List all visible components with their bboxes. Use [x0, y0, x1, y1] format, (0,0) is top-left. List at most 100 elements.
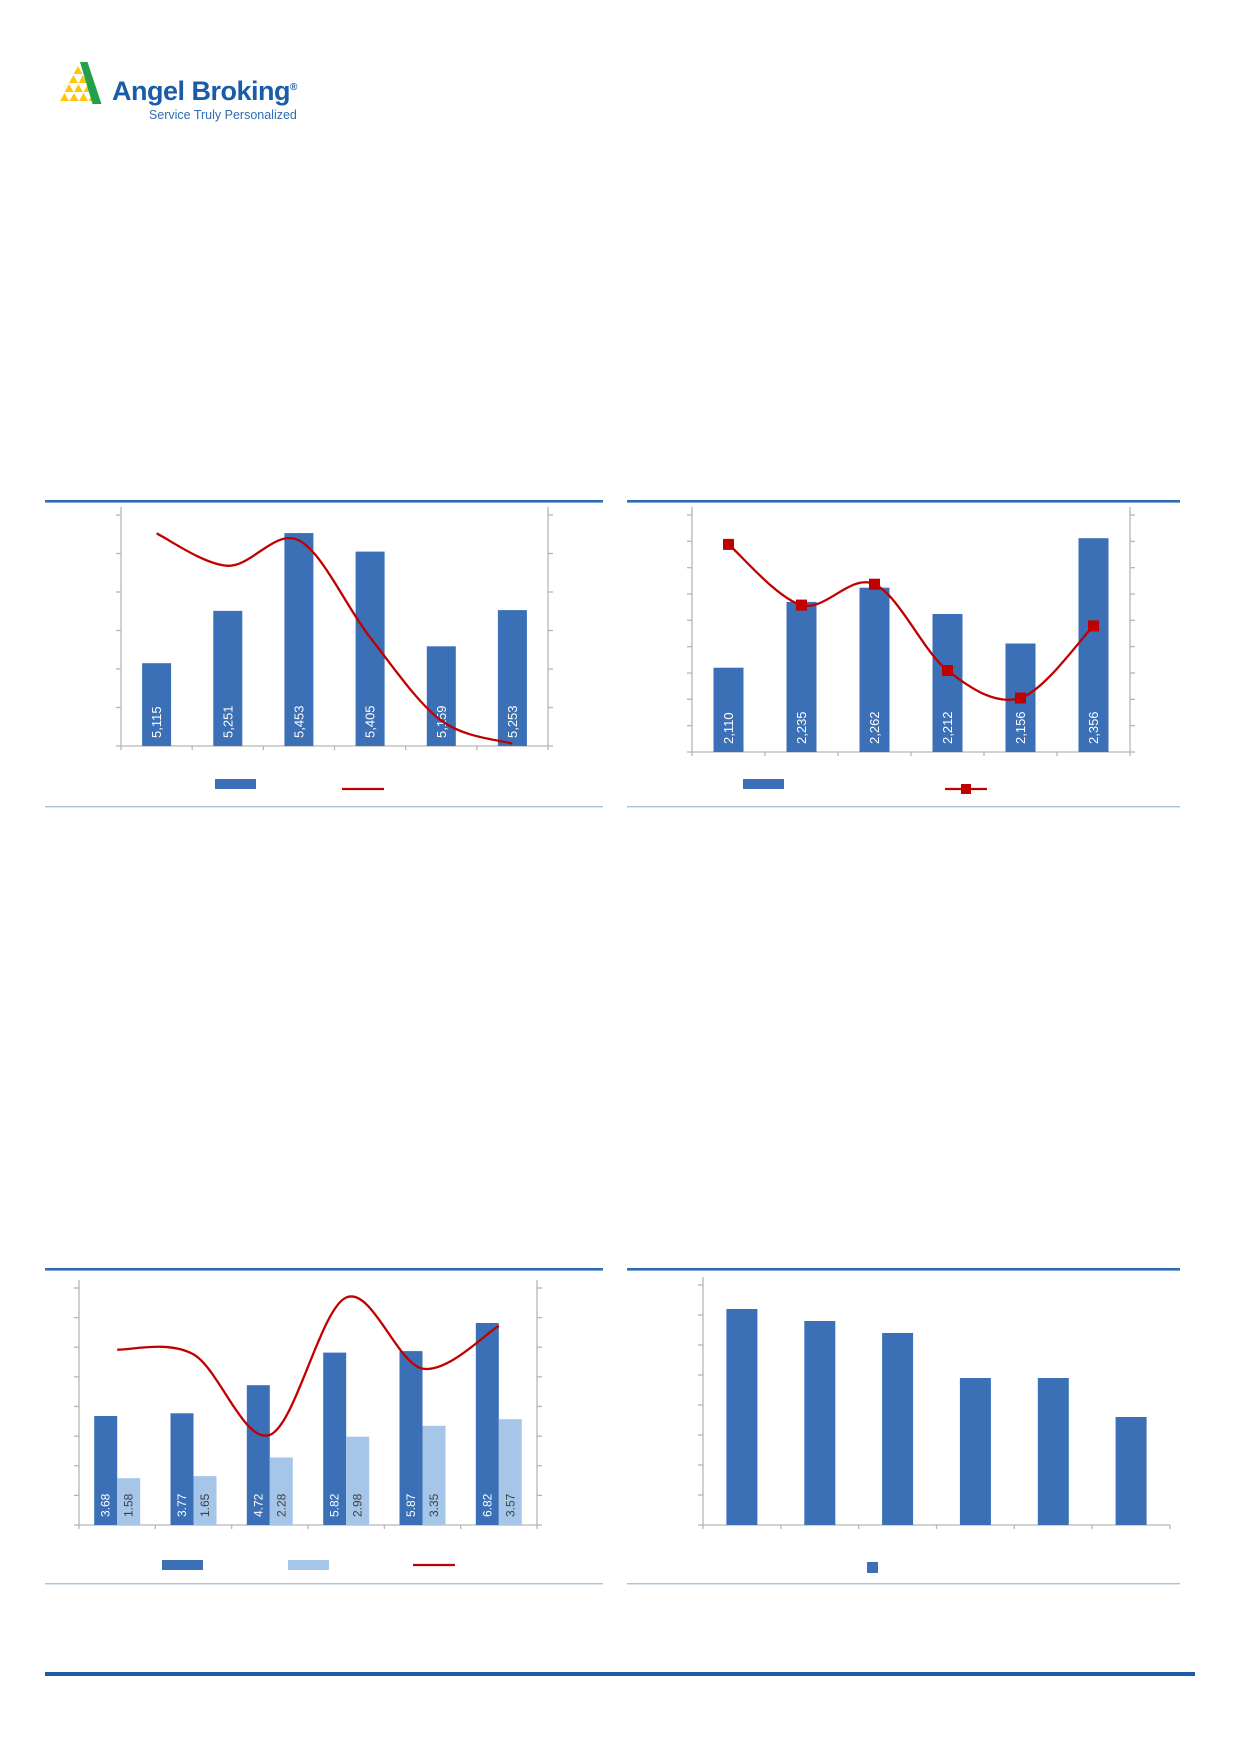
brand-tagline: Service Truly Personalized — [148, 108, 297, 122]
bar — [497, 610, 527, 746]
legend-bar-swatch — [288, 1560, 329, 1570]
bar-value-label: 5,115 — [149, 706, 164, 738]
bar — [346, 1436, 370, 1525]
bar — [959, 1378, 991, 1525]
bar-value-label: 3.57 — [503, 1493, 517, 1517]
section-top-rule — [627, 1268, 1180, 1271]
bar-value-label: 5,253 — [505, 705, 520, 738]
bar-value-label: 2,156 — [1013, 711, 1028, 744]
trend-line-path — [156, 532, 513, 745]
legend-bar-swatch — [162, 1560, 203, 1570]
trend-line-path — [117, 1295, 500, 1437]
bar-value-label: 4.72 — [251, 1493, 265, 1517]
bar — [142, 663, 172, 746]
bar-value-label: 5,251 — [220, 705, 235, 738]
bar-value-label: 3.77 — [175, 1493, 189, 1517]
bar-value-label: 2,212 — [940, 711, 955, 744]
legend-bar-swatch — [215, 779, 256, 789]
legend-marker-swatch — [961, 784, 971, 794]
bar-value-label: 2,262 — [867, 711, 882, 744]
legend-bar-swatch — [743, 779, 784, 789]
line-marker-square — [1088, 620, 1099, 632]
line-marker-square — [1015, 692, 1026, 704]
bar — [726, 1309, 758, 1525]
chart-top-left: 5,115 5,251 5,453 5,405 5,159 5,253 — [45, 500, 603, 808]
bar-value-label: 5,453 — [291, 705, 306, 738]
section-bottom-rule — [627, 1583, 1180, 1585]
line-marker-square — [796, 599, 807, 611]
angel-broking-logo-mark — [60, 62, 102, 104]
bar-value-label: 2,356 — [1086, 711, 1101, 744]
bar-series-primary-bars — [726, 1309, 1147, 1525]
section-top-rule — [45, 1268, 603, 1271]
section-top-rule — [627, 500, 1180, 503]
line-series-trend-line-markers — [723, 538, 1099, 704]
bar — [1037, 1378, 1069, 1525]
bar-value-label: 2,235 — [794, 711, 809, 744]
chart-legend — [867, 1562, 878, 1573]
section-bottom-rule — [627, 806, 1180, 808]
bar — [193, 1476, 217, 1525]
chart-legend — [215, 779, 384, 791]
footer-rule — [45, 1672, 1195, 1676]
angel-broking-logo: Angel Broking® Service Truly Personalize… — [54, 60, 297, 122]
bar — [323, 1352, 347, 1525]
trend-line-path — [727, 543, 1095, 701]
legend-bar-swatch — [867, 1562, 878, 1573]
bar — [117, 1478, 141, 1525]
section-bottom-rule — [45, 1583, 603, 1585]
chart-bottom-left: 3.68 3.77 4.72 5.82 5.87 6.82 1.58 1.65 2.28 2.98… — [45, 1268, 603, 1585]
bar — [426, 646, 456, 746]
bar-series-primary-bars: 5,115 5,251 5,453 5,405 5,159 5,253 — [142, 533, 527, 746]
bar-value-label: 3.68 — [99, 1493, 113, 1517]
brand-name: Angel Broking® — [112, 78, 297, 105]
bar — [859, 587, 890, 752]
bar — [399, 1351, 423, 1525]
bar — [246, 1385, 270, 1525]
line-series-trend-line — [156, 532, 513, 745]
bar — [713, 667, 744, 752]
bar — [932, 614, 963, 752]
bar — [882, 1333, 914, 1525]
bar-series-dark-blue-bars: 3.68 3.77 4.72 5.82 5.87 6.82 — [94, 1323, 499, 1525]
brand-wordmark: Angel Broking — [112, 76, 291, 106]
bar-value-label: 5.87 — [404, 1493, 418, 1517]
registered-mark: ® — [290, 82, 297, 93]
bar-value-label: 5,405 — [363, 705, 378, 738]
bar-value-label: 2.28 — [274, 1493, 288, 1517]
bar — [94, 1416, 118, 1525]
bar-value-label: 6.82 — [480, 1493, 494, 1517]
chart-legend — [743, 779, 987, 794]
bar-value-label: 1.58 — [122, 1493, 136, 1517]
line-marker-square — [723, 538, 734, 550]
logo-text: Angel Broking® Service Truly Personalize… — [112, 60, 297, 123]
line-marker-square — [869, 578, 880, 590]
bar-series-primary-bars: 2,110 2,235 2,262 2,212 2,156 2,356 — [713, 538, 1109, 752]
bar — [475, 1323, 499, 1525]
bar-value-label: 2.98 — [351, 1493, 365, 1517]
bar — [269, 1457, 293, 1525]
bar — [284, 533, 314, 746]
bar-series-light-blue-bars: 1.58 1.65 2.28 2.98 3.35 3.57 — [117, 1419, 522, 1525]
section-top-rule — [45, 500, 603, 503]
line-marker-square — [942, 665, 953, 676]
chart-bottom-right — [627, 1268, 1180, 1585]
bar — [1078, 538, 1109, 752]
bar-value-label: 1.65 — [198, 1493, 212, 1517]
bar — [422, 1425, 446, 1525]
bar — [213, 610, 243, 746]
bar — [170, 1413, 194, 1525]
chart-top-right: 2,110 2,235 2,262 2,212 2,156 2,356 — [627, 500, 1180, 808]
bar — [1115, 1417, 1147, 1525]
section-bottom-rule — [45, 806, 603, 808]
bar — [786, 601, 817, 752]
bar-value-label: 2,110 — [721, 712, 736, 744]
bar-value-label: 5.82 — [328, 1493, 342, 1517]
bar — [498, 1419, 522, 1525]
logo-green-band — [80, 62, 102, 104]
bar-value-label: 3.35 — [427, 1493, 441, 1517]
chart-legend — [162, 1560, 455, 1570]
bar — [804, 1321, 836, 1525]
line-series-trend-line — [117, 1295, 500, 1437]
